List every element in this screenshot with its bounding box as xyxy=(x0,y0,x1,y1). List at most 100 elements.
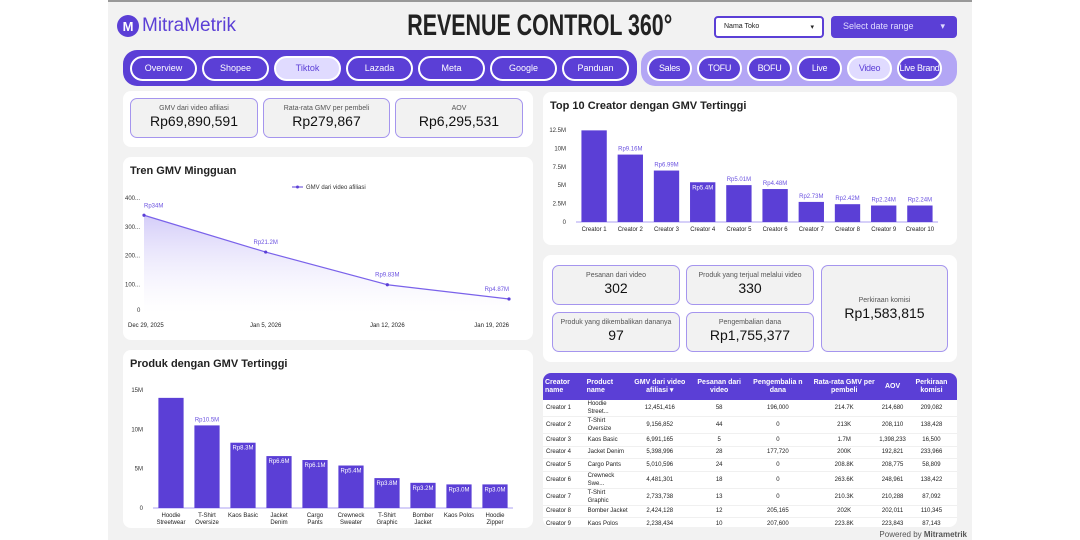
chart-title: Tren GMV Mingguan xyxy=(130,165,237,177)
table-cell: Creator 5 xyxy=(543,458,585,472)
table-row[interactable]: Creator 1 Hoodie Street... 12,451,416 58 196… xyxy=(543,400,957,417)
table-cell: Creator 7 xyxy=(543,488,585,506)
bar[interactable] xyxy=(158,397,184,508)
table-cell: Creator 1 xyxy=(543,400,585,417)
table-row[interactable]: Creator 5 Cargo Pants 5,010,596 24 0 208.8K 20… xyxy=(543,458,957,472)
table-cell: 202,011 xyxy=(879,505,906,518)
tab-tofu[interactable]: TOFU xyxy=(697,55,742,81)
x-tick-label: Dec 29, 2025 xyxy=(128,323,164,329)
table-cell: T-Shirt Graphic xyxy=(584,488,628,506)
table-row[interactable]: Creator 3 Kaos Basic 6,991,165 5 0 1.7M 1,398,… xyxy=(543,433,957,447)
x-tick-label: Kaos Polos xyxy=(444,513,474,519)
kpi-avg-gmv: Rata-rata GMV per pembeli Rp279,867 xyxy=(263,98,390,138)
table-row[interactable]: Creator 7 T-Shirt Graphic 2,733,738 13 0 210.… xyxy=(543,488,957,506)
x-tick-label: Creator 6 xyxy=(763,227,789,233)
table-cell: Jacket Denim xyxy=(584,446,628,459)
table-cell: 0 xyxy=(746,416,810,434)
kpi-aov: AOV Rp6,295,531 xyxy=(395,98,523,138)
table-row[interactable]: Creator 8 Bomber Jacket 2,424,128 12 205,165… xyxy=(543,505,957,518)
top-products-card: Produk dengan GMV Tertinggi 0 5M 10M 15M Hoo… xyxy=(123,350,533,528)
tab-meta[interactable]: Meta xyxy=(418,55,485,81)
table-cell: 18 xyxy=(691,471,747,489)
column-header[interactable]: Pesanan dari video xyxy=(691,373,747,400)
data-point[interactable] xyxy=(385,283,389,287)
table-cell: 110,345 xyxy=(905,505,957,518)
kpi-label: Rata-rata GMV per pembeli xyxy=(283,105,370,112)
table-cell: 1,398,233 xyxy=(879,433,906,447)
bar[interactable] xyxy=(230,442,256,508)
bar[interactable] xyxy=(446,484,472,508)
table-cell: 233,966 xyxy=(905,446,957,459)
creator-table-card: Creator name Product name GMV dari video a… xyxy=(543,373,957,527)
top-products-chart: 0 5M 10M 15M Hoodie Streetwear Rp10.5M T-Shirt O… xyxy=(131,388,513,526)
table-row[interactable]: Creator 6 Crewneck Swe... 4,481,301 18 0 263.… xyxy=(543,471,957,489)
tab-tiktok[interactable]: Tiktok xyxy=(274,55,341,81)
table-cell: 214.7K xyxy=(809,400,880,417)
column-header[interactable]: GMV dari video afiliasi ▾ xyxy=(627,373,692,400)
data-point[interactable] xyxy=(142,213,146,217)
table-cell: 58,809 xyxy=(905,458,957,472)
bar[interactable] xyxy=(907,205,933,222)
column-header[interactable]: Perkiraan komisi xyxy=(905,373,957,400)
kpi-label: Produk yang terjual melalui video xyxy=(698,272,802,279)
table-cell: 0 xyxy=(746,458,810,472)
bar[interactable] xyxy=(690,182,716,222)
platform-nav: Overview Shopee Tiktok Lazada Meta Google Pand… xyxy=(123,50,637,86)
y-tick-label: 0 xyxy=(140,506,144,512)
date-range-select[interactable]: Select date range ▾ xyxy=(831,16,957,38)
column-header[interactable]: Rata-rata GMV per pembeli xyxy=(809,373,880,400)
table-cell: 138,428 xyxy=(905,416,957,434)
tab-shopee[interactable]: Shopee xyxy=(202,55,269,81)
kpi-right-card: Pesanan dari video 302 Produk yang terjua… xyxy=(543,255,957,362)
creator-table: Creator name Product name GMV dari video a… xyxy=(543,373,957,527)
kpi-label: AOV xyxy=(451,105,467,112)
bar[interactable] xyxy=(338,465,364,508)
table-cell: 10 xyxy=(691,517,747,527)
tab-live[interactable]: Live xyxy=(797,55,842,81)
column-header[interactable]: Creator name xyxy=(543,373,585,400)
column-header[interactable]: AOV xyxy=(879,373,906,400)
bar[interactable] xyxy=(617,154,643,222)
area-fill xyxy=(144,215,509,313)
bar[interactable] xyxy=(653,170,680,222)
kpi-label: GMV dari video afiliasi xyxy=(159,105,229,112)
tab-bofu[interactable]: BOFU xyxy=(747,55,792,81)
series-line xyxy=(143,214,510,300)
tab-video[interactable]: Video xyxy=(847,55,892,81)
table-cell: 196,000 xyxy=(746,400,810,417)
y-tick-label: 7.5M xyxy=(553,165,566,171)
tab-google[interactable]: Google xyxy=(490,55,557,81)
data-point[interactable] xyxy=(507,297,511,301)
tab-live-brand[interactable]: Live Brand xyxy=(897,55,942,81)
column-header[interactable]: Product name xyxy=(584,373,628,400)
bar[interactable] xyxy=(302,460,328,508)
bar[interactable] xyxy=(482,484,508,508)
kpi-value: 97 xyxy=(608,327,624,343)
powered-prefix: Powered by xyxy=(879,530,924,539)
x-tick-label: Jan 5, 2026 xyxy=(250,323,282,329)
store-select[interactable]: Nama Toko ▾ xyxy=(714,16,824,38)
column-header[interactable]: Pengembalia n dana xyxy=(746,373,810,400)
bar[interactable] xyxy=(581,130,607,222)
bar[interactable] xyxy=(834,204,861,222)
bar[interactable] xyxy=(410,482,436,508)
data-point[interactable] xyxy=(264,250,268,254)
bar[interactable] xyxy=(762,189,788,222)
data-label: Rp3.0M xyxy=(484,487,505,493)
bar[interactable] xyxy=(871,205,897,222)
bar[interactable] xyxy=(374,478,400,508)
bar[interactable] xyxy=(194,425,220,508)
table-row[interactable]: Creator 9 Kaos Polos 2,238,434 10 207,600 223… xyxy=(543,517,957,527)
bar[interactable] xyxy=(726,185,752,222)
tab-sales[interactable]: Sales xyxy=(647,55,692,81)
kpi-label: Pengembalian dana xyxy=(718,319,782,326)
tab-overview[interactable]: Overview xyxy=(130,55,197,81)
bar[interactable] xyxy=(266,456,292,508)
table-row[interactable]: Creator 2 T-Shirt Oversize 9,156,852 44 0 213… xyxy=(543,416,957,434)
bar[interactable] xyxy=(798,201,824,222)
kpi-value: Rp1,755,377 xyxy=(709,327,791,343)
caret-down-icon: ▾ xyxy=(810,24,814,31)
table-row[interactable]: Creator 4 Jacket Denim 5,398,996 28 177,720 2… xyxy=(543,446,957,459)
tab-panduan[interactable]: Panduan xyxy=(562,55,629,81)
tab-lazada[interactable]: Lazada xyxy=(346,55,413,81)
